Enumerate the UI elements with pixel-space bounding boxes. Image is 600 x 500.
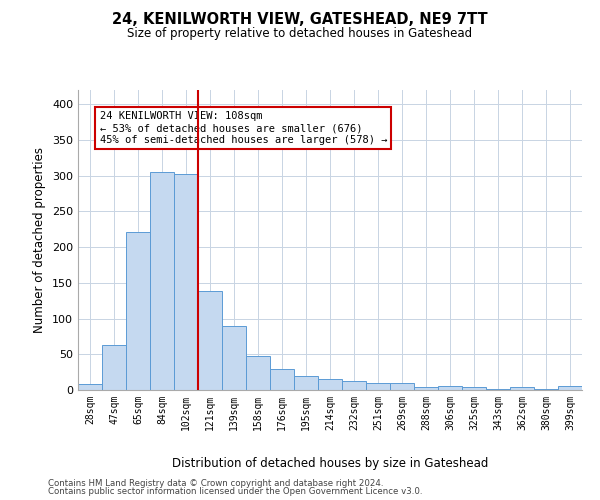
Text: 24 KENILWORTH VIEW: 108sqm
← 53% of detached houses are smaller (676)
45% of sem: 24 KENILWORTH VIEW: 108sqm ← 53% of deta…: [100, 112, 387, 144]
Bar: [366, 383, 390, 390]
Bar: [246, 356, 270, 390]
Y-axis label: Number of detached properties: Number of detached properties: [34, 147, 46, 333]
Bar: [294, 376, 318, 390]
Text: Distribution of detached houses by size in Gateshead: Distribution of detached houses by size …: [172, 458, 488, 470]
Bar: [318, 380, 342, 390]
Bar: [150, 172, 174, 390]
Text: Contains HM Land Registry data © Crown copyright and database right 2024.: Contains HM Land Registry data © Crown c…: [48, 478, 383, 488]
Text: Contains public sector information licensed under the Open Government Licence v3: Contains public sector information licen…: [48, 487, 422, 496]
Bar: [558, 386, 582, 390]
Bar: [438, 386, 462, 390]
Bar: [126, 232, 150, 390]
Bar: [510, 387, 534, 390]
Bar: [222, 326, 246, 390]
Bar: [78, 384, 102, 390]
Bar: [174, 174, 198, 390]
Bar: [102, 345, 126, 390]
Bar: [462, 387, 486, 390]
Text: 24, KENILWORTH VIEW, GATESHEAD, NE9 7TT: 24, KENILWORTH VIEW, GATESHEAD, NE9 7TT: [112, 12, 488, 28]
Bar: [414, 387, 438, 390]
Bar: [486, 388, 510, 390]
Bar: [390, 383, 414, 390]
Bar: [534, 388, 558, 390]
Bar: [198, 292, 222, 390]
Bar: [342, 382, 366, 390]
Text: Size of property relative to detached houses in Gateshead: Size of property relative to detached ho…: [127, 28, 473, 40]
Bar: [270, 368, 294, 390]
